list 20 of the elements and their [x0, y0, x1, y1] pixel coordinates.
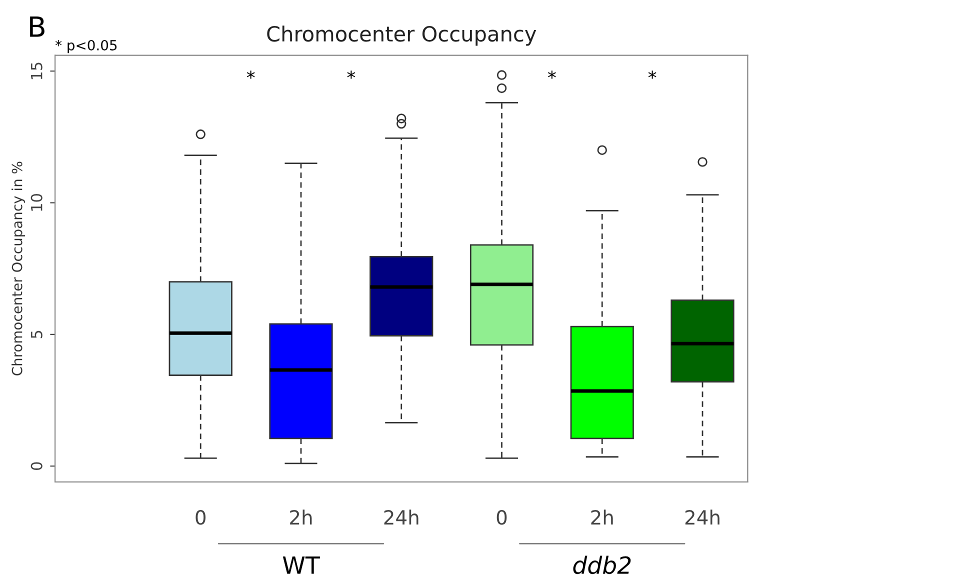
text: B	[30, 16, 44, 37]
y-tick-label: 0	[30, 462, 42, 470]
y-axis-title: Chromocenter Occupancy in %	[12, 162, 25, 376]
x-tick-label: 0	[496, 510, 507, 525]
text: WT	[282, 556, 320, 574]
x-tick-label: 0	[196, 510, 206, 525]
annotation: *	[246, 70, 255, 79]
annotation: *	[548, 70, 556, 79]
y-tick-label: 15	[31, 62, 42, 80]
x-tick-label: 24h	[685, 510, 720, 524]
annotation: *	[648, 70, 656, 79]
y-tick-label: 10	[30, 194, 42, 211]
chart-title: Chromocenter Occupancy	[267, 26, 536, 46]
x-tick-label: 2h	[290, 510, 312, 524]
text: * p<0.05	[55, 40, 117, 54]
annotation: *	[347, 70, 356, 79]
text: ddb2	[573, 556, 631, 574]
x-tick-label: 2h	[591, 510, 613, 524]
y-tick-label: 5	[31, 330, 42, 338]
x-tick-label: 24h	[384, 510, 418, 524]
